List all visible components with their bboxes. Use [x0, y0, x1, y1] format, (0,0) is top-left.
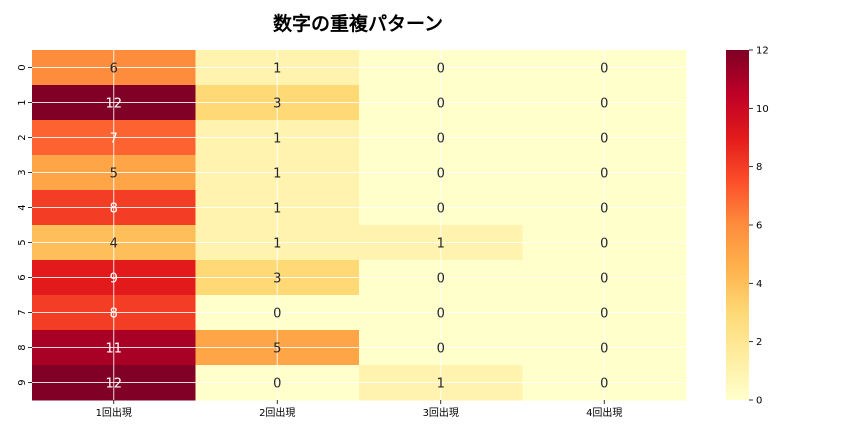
- colorbar-tick-label: 6: [756, 221, 762, 232]
- cell-value-label: 0: [600, 307, 608, 322]
- y-tick-label: 6: [17, 274, 28, 280]
- x-tick-label: 2回出現: [259, 406, 295, 419]
- cell-value-label: 1: [273, 132, 281, 147]
- cell-value-label: 0: [600, 167, 608, 182]
- cell-value-label: 0: [600, 62, 608, 77]
- cell-value-label: 3: [273, 272, 281, 287]
- colorbar-tick-label: 2: [756, 337, 762, 348]
- cell-value-label: 1: [437, 237, 445, 252]
- y-tick-label: 8: [17, 344, 28, 350]
- colorbar-tick-label: 4: [756, 279, 762, 290]
- cell-value-label: 0: [600, 202, 608, 217]
- cell-value-label: 6: [110, 62, 118, 77]
- cell-value-label: 12: [105, 377, 122, 392]
- y-tick-label: 9: [17, 379, 28, 385]
- cell-value-label: 1: [273, 62, 281, 77]
- cell-value-label: 0: [273, 377, 281, 392]
- colorbar-tick-label: 10: [756, 104, 769, 115]
- y-tick-label: 5: [17, 239, 28, 245]
- colorbar-tick-label: 12: [756, 46, 769, 57]
- y-tick-label: 3: [17, 169, 28, 175]
- cell-value-label: 11: [105, 342, 122, 357]
- y-tick-label: 2: [17, 134, 28, 140]
- cell-value-label: 0: [600, 342, 608, 357]
- cell-value-label: 1: [273, 167, 281, 182]
- x-tick-label: 1回出現: [96, 406, 132, 419]
- y-tick-label: 0: [17, 64, 28, 70]
- cell-value-label: 9: [110, 272, 118, 287]
- colorbar-tick-label: 0: [756, 396, 762, 407]
- cell-labels: 6 1 0 012 3 0 07 1 0 05 1 0 08 1 0 04 1 1 09 3 0 08 0 0 011 5 0 012…: [105, 62, 608, 392]
- cell-value-label: 0: [437, 307, 445, 322]
- cell-value-label: 12: [105, 97, 122, 112]
- x-tick-label: 4回出現: [586, 406, 622, 419]
- y-tick-label: 4: [17, 204, 28, 210]
- chart-title: 数字の重複パターン: [273, 12, 443, 35]
- cell-value-label: 1: [273, 202, 281, 217]
- cell-value-label: 0: [437, 132, 445, 147]
- cell-value-label: 0: [600, 272, 608, 287]
- colorbar-ticks: 0 2 4 6 8 10 12: [749, 46, 769, 407]
- y-axis-ticks: 0 1 2 3 4 5 6 7 8 9: [17, 64, 32, 386]
- cell-value-label: 5: [273, 342, 281, 357]
- colorbar: [726, 50, 749, 400]
- y-tick-label: 1: [17, 99, 28, 105]
- cell-value-label: 0: [600, 132, 608, 147]
- cell-value-label: 0: [437, 62, 445, 77]
- cell-value-label: 8: [110, 202, 118, 217]
- cell-value-label: 1: [273, 237, 281, 252]
- x-tick-label: 3回出現: [423, 406, 459, 419]
- cell-value-label: 0: [437, 167, 445, 182]
- cell-value-label: 0: [437, 342, 445, 357]
- gridlines: [32, 50, 686, 400]
- cell-value-label: 0: [600, 377, 608, 392]
- cell-value-label: 0: [437, 272, 445, 287]
- cell-value-label: 0: [437, 202, 445, 217]
- colorbar-tick-label: 8: [756, 162, 762, 173]
- cell-value-label: 7: [110, 132, 118, 147]
- cell-value-label: 0: [437, 97, 445, 112]
- cell-value-label: 5: [110, 167, 118, 182]
- cell-value-label: 4: [110, 237, 118, 252]
- x-axis-ticks: 1回出現 2回出現 3回出現 4回出現: [96, 400, 622, 419]
- cell-value-label: 8: [110, 307, 118, 322]
- cell-value-label: 1: [437, 377, 445, 392]
- cell-value-label: 3: [273, 97, 281, 112]
- cell-value-label: 0: [273, 307, 281, 322]
- y-tick-label: 7: [17, 309, 28, 315]
- cell-value-label: 0: [600, 97, 608, 112]
- cell-value-label: 0: [600, 237, 608, 252]
